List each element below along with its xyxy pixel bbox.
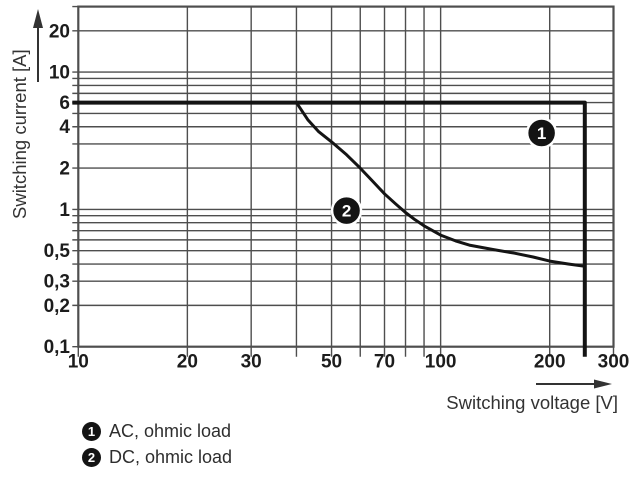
curve-marker-1: 1 [525, 117, 558, 149]
y-tick-label-4: 4 [59, 117, 70, 138]
curve-ac [72, 100, 587, 357]
curve-marker-1-dot [525, 117, 558, 149]
y-tick-label-1: 1 [59, 200, 70, 221]
x-axis-arrow-icon [536, 379, 612, 389]
y-axis-title: Switching current [A] [9, 49, 30, 219]
tick-label-layer: 10 20 30 50 70 100 200 300 20 10 6 4 2 1 0,5 0,3 0,2 0,1 [44, 21, 630, 372]
curve-marker-1-number: 1 [537, 124, 546, 143]
legend-label-ac: AC, ohmic load [109, 420, 232, 441]
y-tick-label-10: 10 [49, 63, 70, 84]
x-tick-label-200: 200 [534, 352, 566, 373]
y-tick-label-0_5: 0,5 [44, 241, 71, 262]
x-tick-label-30: 30 [241, 352, 262, 373]
curve-marker-layer: 12 [330, 117, 558, 227]
legend-marker-1-icon: 1 [82, 421, 101, 441]
curve-dc [295, 101, 586, 268]
y-tick-label-6: 6 [59, 93, 70, 114]
x-axis-title: Switching voltage [V] [446, 392, 618, 413]
y-tick-label-2: 2 [59, 159, 70, 180]
curve-marker-2-number: 2 [342, 202, 351, 221]
y-tick-label-0_2: 0,2 [44, 296, 70, 317]
x-tick-label-300: 300 [598, 352, 630, 373]
legend-label-dc: DC, ohmic load [109, 446, 233, 467]
x-tick-label-70: 70 [374, 352, 395, 373]
y-tick-label-20: 20 [49, 21, 70, 42]
legend-marker-2-icon: 2 [82, 447, 101, 467]
y-tick-label-0_1: 0,1 [44, 337, 71, 358]
x-tick-label-50: 50 [321, 352, 342, 373]
curve-layer [72, 100, 587, 357]
curve-marker-2: 2 [330, 194, 363, 227]
x-tick-label-10: 10 [68, 352, 89, 373]
legend-item-ac: 1 AC, ohmic load [82, 421, 232, 441]
grid-layer [72, 5, 615, 357]
y-tick-label-0_3: 0,3 [44, 272, 70, 293]
x-tick-label-100: 100 [425, 352, 457, 373]
legend: 1 AC, ohmic load 2 DC, ohmic load [82, 421, 232, 473]
plot-border [77, 5, 615, 348]
legend-item-dc: 2 DC, ohmic load [82, 447, 232, 467]
x-tick-label-20: 20 [177, 352, 198, 373]
curve-marker-2-dot [330, 194, 363, 227]
y-axis-arrow-icon [33, 9, 43, 82]
